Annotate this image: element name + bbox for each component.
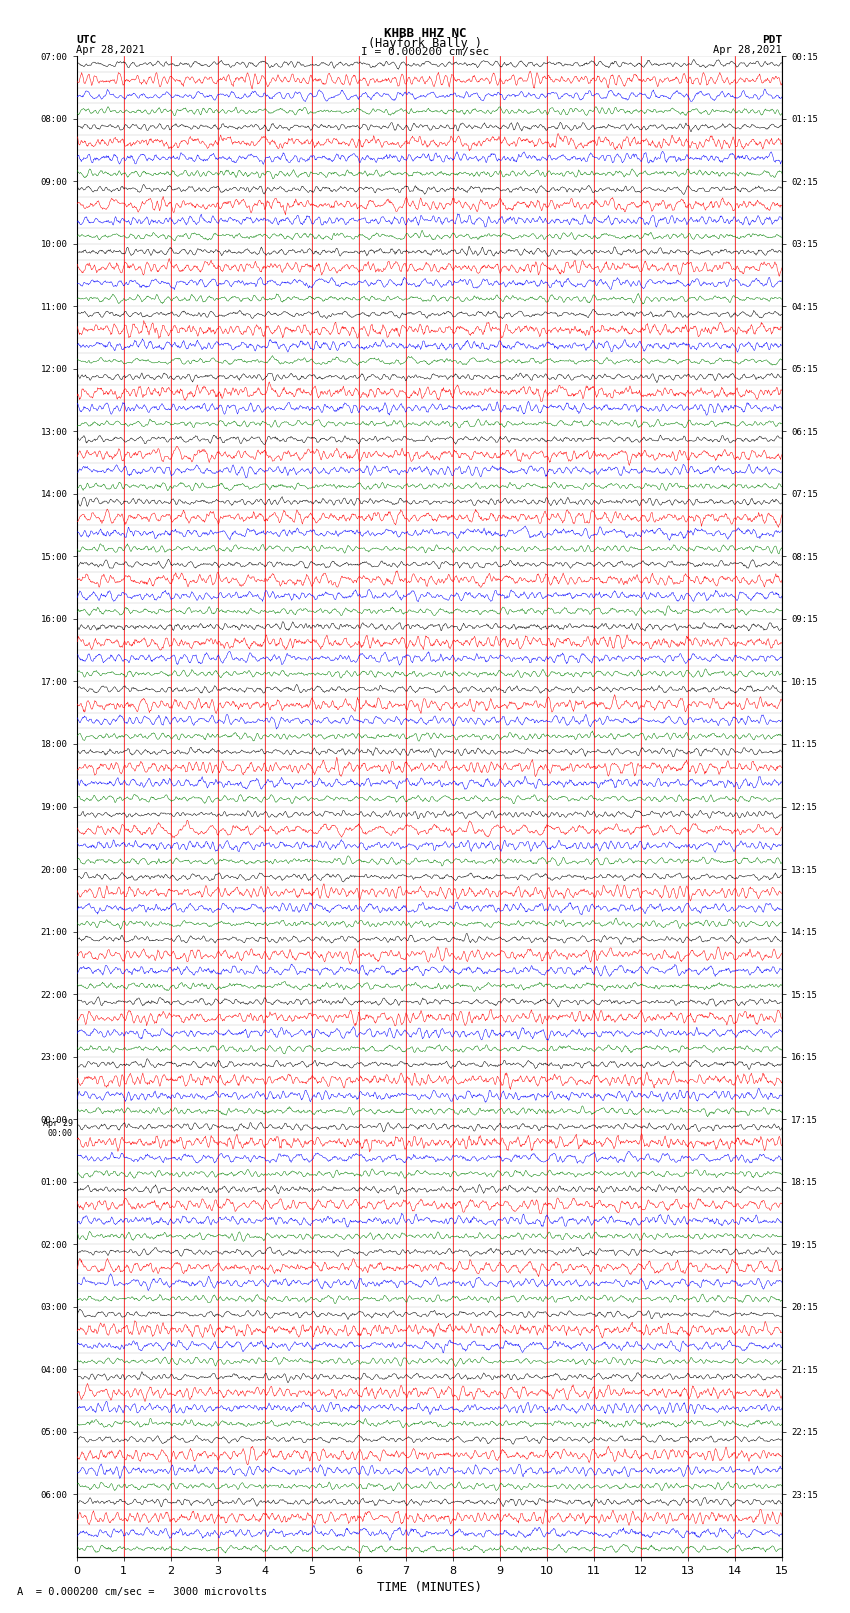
Text: PDT: PDT xyxy=(762,35,782,45)
Text: Apr 29
00:00: Apr 29 00:00 xyxy=(43,1119,73,1139)
Text: Apr 28,2021: Apr 28,2021 xyxy=(76,45,145,55)
Text: Apr 28,2021: Apr 28,2021 xyxy=(713,45,782,55)
Text: A  = 0.000200 cm/sec =   3000 microvolts: A = 0.000200 cm/sec = 3000 microvolts xyxy=(17,1587,267,1597)
Text: (Hayfork Bally ): (Hayfork Bally ) xyxy=(368,37,482,50)
Text: KHBB HHZ NC: KHBB HHZ NC xyxy=(383,27,467,40)
Text: UTC: UTC xyxy=(76,35,97,45)
X-axis label: TIME (MINUTES): TIME (MINUTES) xyxy=(377,1581,482,1594)
Text: I = 0.000200 cm/sec: I = 0.000200 cm/sec xyxy=(361,47,489,56)
